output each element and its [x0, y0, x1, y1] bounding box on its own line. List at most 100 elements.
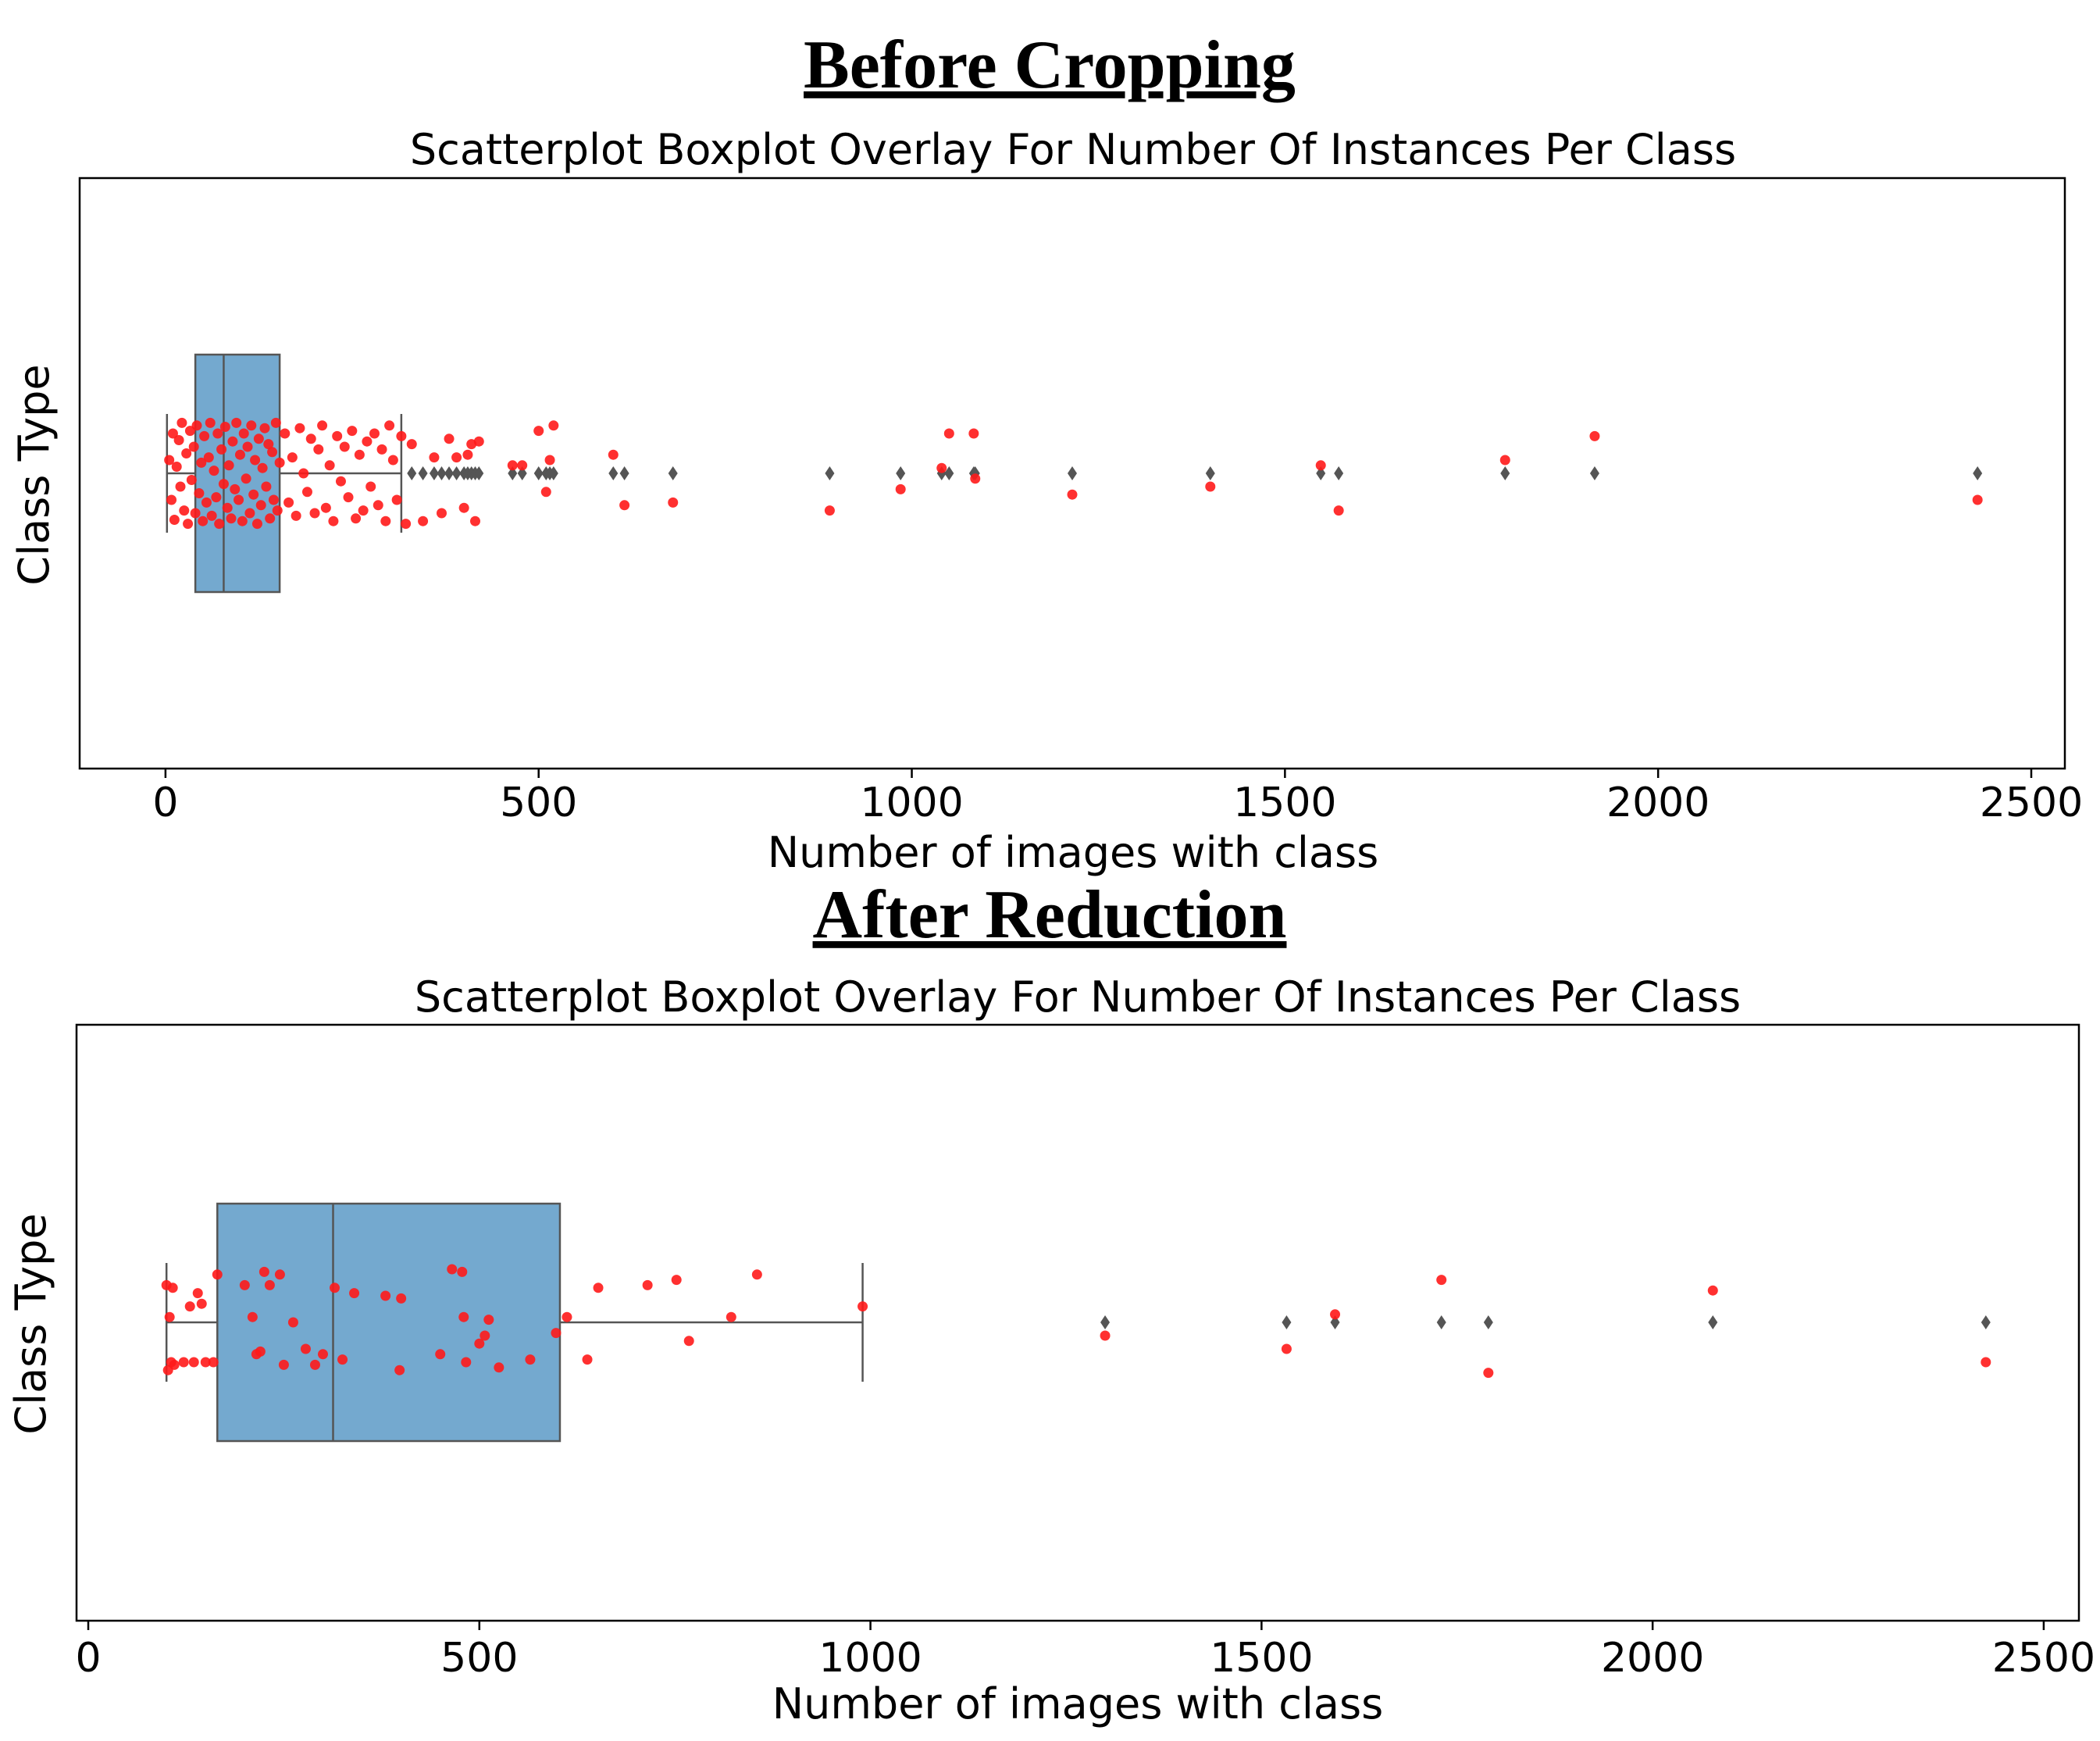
- scatter-point: [272, 505, 283, 516]
- outlier-marker: [451, 466, 462, 480]
- scatter-point: [175, 481, 186, 492]
- scatter-point: [936, 462, 947, 473]
- scatter-point: [209, 466, 219, 476]
- scatter-point: [1499, 455, 1510, 466]
- scatter-point: [461, 1357, 472, 1368]
- heading-before-cropping: Before Cropping: [804, 27, 1296, 103]
- scatter-point: [474, 1338, 485, 1349]
- chart-title-after: Scatterplot Boxplot Overlay For Number O…: [415, 972, 1741, 1022]
- outlier-marker: [533, 466, 544, 480]
- scatter-point: [199, 430, 210, 441]
- x-tick-label: 500: [440, 1635, 518, 1682]
- scatter-point: [373, 500, 383, 511]
- outlier-marker: [1981, 1315, 1991, 1329]
- scatter-point: [457, 1266, 468, 1277]
- scatter-point: [1100, 1330, 1111, 1341]
- scatter-point: [198, 516, 209, 526]
- outlier-marker: [1708, 1315, 1718, 1329]
- scatter-point: [241, 473, 251, 484]
- scatter-point: [548, 420, 559, 431]
- scatter-point: [337, 1354, 348, 1365]
- outlier-marker: [1100, 1315, 1111, 1329]
- scatter-point: [309, 1359, 320, 1370]
- scatter-point: [494, 1362, 504, 1373]
- outlier-marker: [1334, 466, 1344, 480]
- scatter-point: [264, 1279, 275, 1290]
- iqr-box: [216, 1202, 562, 1443]
- scatter-point: [1281, 1343, 1292, 1354]
- scatter-point: [473, 436, 484, 447]
- scatter-point: [171, 462, 182, 472]
- scatter-point: [462, 449, 473, 460]
- scatter-point: [330, 1283, 340, 1293]
- outlier-marker: [548, 466, 558, 480]
- scatter-point: [451, 452, 462, 463]
- scatter-point: [1330, 1309, 1341, 1320]
- iqr-box: [194, 353, 281, 594]
- scatter-point: [247, 1311, 258, 1322]
- x-tick-label: 2000: [1606, 780, 1710, 826]
- scatter-point: [203, 452, 214, 463]
- scatter-point: [726, 1311, 736, 1322]
- scatter-point: [305, 433, 316, 444]
- scatter-point: [263, 439, 274, 450]
- scatter-point: [274, 1269, 285, 1280]
- scatter-point: [418, 516, 429, 526]
- scatter-point: [173, 435, 184, 445]
- x-tick-label: 0: [152, 780, 178, 826]
- outlier-marker: [1589, 466, 1599, 480]
- scatter-point: [320, 502, 331, 513]
- scatter-point: [222, 502, 233, 513]
- scatter-point: [608, 449, 619, 460]
- axes-frame-before: [78, 177, 2066, 770]
- scatter-point: [248, 489, 259, 500]
- scatter-point: [251, 519, 262, 530]
- scatter-point: [253, 433, 264, 444]
- scatter-point: [895, 483, 906, 494]
- outlier-marker: [1436, 1315, 1446, 1329]
- scatter-point: [226, 513, 237, 524]
- scatter-point: [394, 1365, 405, 1375]
- scatter-point: [343, 492, 354, 503]
- scatter-point: [255, 1346, 266, 1357]
- scatter-point: [1589, 430, 1600, 441]
- scatter-point: [178, 1357, 189, 1368]
- scatter-point: [211, 492, 222, 503]
- scatter-point: [525, 1354, 536, 1365]
- scatter-point: [309, 508, 320, 519]
- scatter-point: [444, 433, 455, 444]
- scatter-point: [267, 447, 278, 458]
- scatter-point: [259, 423, 270, 433]
- scatter-point: [186, 475, 197, 485]
- scatter-point: [234, 494, 244, 505]
- scatter-point: [216, 444, 227, 455]
- scatter-point: [300, 1343, 311, 1354]
- scatter-point: [469, 516, 480, 526]
- scatter-point: [246, 420, 257, 431]
- outlier-marker: [437, 466, 447, 480]
- x-tick-label: 1500: [1233, 780, 1336, 826]
- scatter-point: [480, 1330, 490, 1341]
- scatter-point: [562, 1311, 572, 1322]
- scatter-point: [1436, 1275, 1447, 1286]
- scatter-point: [619, 500, 630, 511]
- outlier-marker: [1205, 466, 1215, 480]
- scatter-point: [234, 449, 245, 460]
- x-tick-label: 1000: [818, 1635, 922, 1682]
- scatter-point: [429, 452, 440, 463]
- scatter-point: [351, 513, 362, 524]
- scatter-point: [380, 516, 391, 526]
- scatter-point: [380, 1290, 391, 1301]
- scatter-point: [244, 508, 255, 519]
- scatter-point: [483, 1315, 494, 1325]
- scatter-point: [169, 515, 180, 525]
- scatter-point: [943, 428, 954, 439]
- scatter-point: [313, 444, 324, 455]
- scatter-point: [268, 494, 279, 505]
- scatter-point: [458, 502, 469, 513]
- outlier-marker: [1068, 466, 1077, 480]
- scatter-point: [365, 481, 376, 492]
- scatter-point: [406, 439, 417, 450]
- scatter-point: [231, 417, 242, 428]
- scatter-point: [237, 516, 248, 526]
